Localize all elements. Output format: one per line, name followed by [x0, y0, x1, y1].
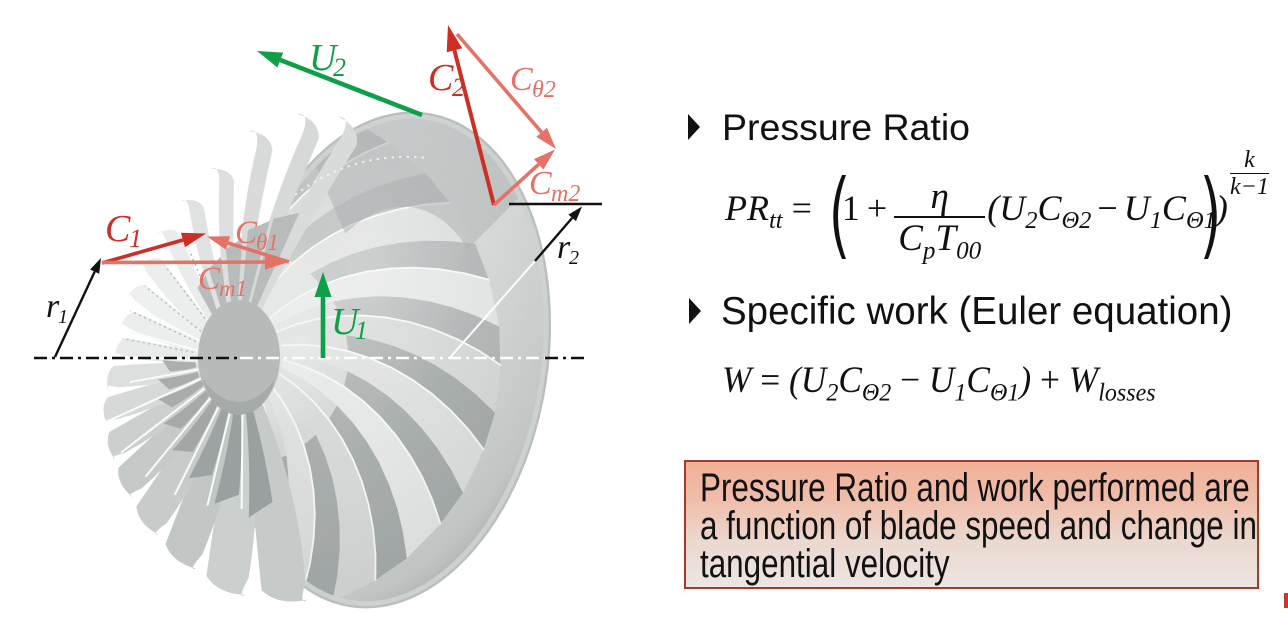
svg-text:U: U [309, 37, 339, 79]
svg-text:1: 1 [355, 316, 368, 345]
svg-text:2: 2 [452, 73, 465, 102]
svg-text:2: 2 [333, 53, 346, 82]
svg-text:r: r [46, 288, 60, 325]
svg-text:r: r [557, 229, 571, 266]
svg-text:C: C [198, 261, 221, 297]
svg-text:C: C [235, 215, 258, 251]
svg-text:2: 2 [569, 247, 579, 269]
svg-text:U: U [331, 301, 361, 343]
svg-text:C: C [529, 165, 552, 202]
svg-text:θ1: θ1 [256, 230, 279, 255]
svg-text:1: 1 [58, 306, 68, 328]
svg-text:m1: m1 [219, 276, 247, 301]
svg-text:C: C [428, 57, 454, 99]
svg-text:C: C [105, 208, 131, 250]
svg-text:C: C [510, 61, 533, 98]
svg-text:θ2: θ2 [532, 77, 556, 103]
svg-text:m2: m2 [551, 181, 580, 207]
svg-text:1: 1 [129, 224, 142, 253]
